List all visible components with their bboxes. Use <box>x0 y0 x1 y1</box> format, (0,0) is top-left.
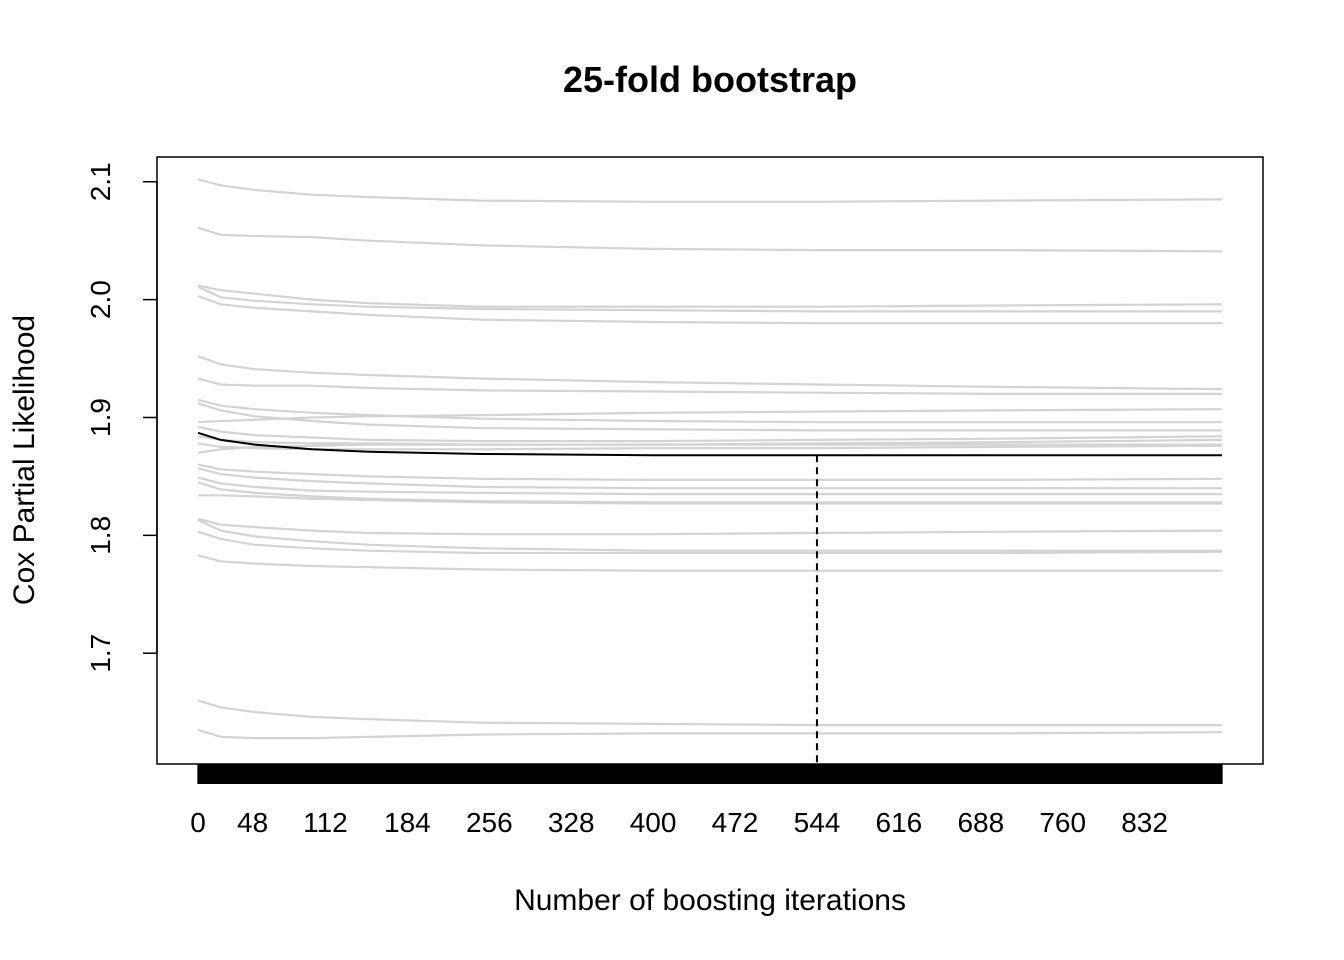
bootstrap-line-14 <box>197 443 1222 454</box>
y-tick-label: 1.7 <box>85 634 116 673</box>
x-tick-label: 48 <box>237 807 268 838</box>
bootstrap-line-1 <box>197 178 1223 203</box>
bootstrap-line-9 <box>197 402 1222 432</box>
bootstrap-line-17 <box>197 476 1222 496</box>
x-tick-label: 472 <box>712 807 759 838</box>
bootstrap-line-7 <box>197 377 1222 395</box>
plot-frame <box>156 156 1264 765</box>
x-tick-label: 112 <box>303 807 348 838</box>
bootstrap-line-24 <box>197 699 1222 727</box>
y-axis: 1.7 1.8 1.9 2.0 2.1 <box>85 162 158 673</box>
x-tick-label: 616 <box>876 807 923 838</box>
x-axis: 0 48 112 184 256 328 400 472 544 616 688 760 832 <box>190 807 1168 838</box>
x-tick-label: 328 <box>548 807 595 838</box>
x-tick-label: 184 <box>384 807 431 838</box>
iteration-rug-ticks <box>197 764 1223 784</box>
chart-title: 25-fold bootstrap <box>563 59 857 100</box>
mean-line <box>197 431 1222 457</box>
x-tick-label: 760 <box>1039 807 1086 838</box>
bootstrap-line-2 <box>197 226 1223 253</box>
x-tick-label: 544 <box>794 807 841 838</box>
bootstrap-line-5 <box>197 295 1222 325</box>
y-tick-label: 2.1 <box>85 162 116 201</box>
x-tick-label: 688 <box>957 807 1004 838</box>
iteration-rug <box>197 764 1223 784</box>
bootstrap-line-16 <box>197 467 1222 490</box>
x-axis-label: Number of boosting iterations <box>514 884 906 917</box>
bootstrap-line-18 <box>197 481 1222 504</box>
bootstrap-line-4 <box>197 285 1222 313</box>
y-axis-label: Cox Partial Likelihood <box>8 315 41 605</box>
bootstrap-line-8 <box>197 398 1222 424</box>
mean-layer <box>197 431 1222 764</box>
bootstrap-line-19 <box>198 494 1222 505</box>
y-tick-label: 2.0 <box>85 280 116 319</box>
bootstrap-line-20 <box>197 517 1223 536</box>
bootstrap-line-10 <box>197 408 1223 424</box>
x-tick-label: 256 <box>466 807 513 838</box>
x-tick-label: 400 <box>630 807 677 838</box>
bootstrap-line-6 <box>197 355 1223 391</box>
bootstrap-line-25 <box>197 728 1223 740</box>
bootstrap-line-21 <box>197 519 1222 552</box>
y-tick-label: 1.8 <box>85 516 116 555</box>
x-tick-label: 832 <box>1121 807 1168 838</box>
bootstrap-line-15 <box>197 463 1223 481</box>
x-tick-label: 0 <box>190 807 206 838</box>
bootstrap-line-22 <box>197 530 1223 555</box>
bootstrap-line-11 <box>197 425 1223 443</box>
bootstrap-line-3 <box>197 284 1223 308</box>
y-tick-label: 1.9 <box>85 398 116 437</box>
series-layer <box>197 178 1223 740</box>
bootstrap-line-23 <box>197 554 1222 572</box>
